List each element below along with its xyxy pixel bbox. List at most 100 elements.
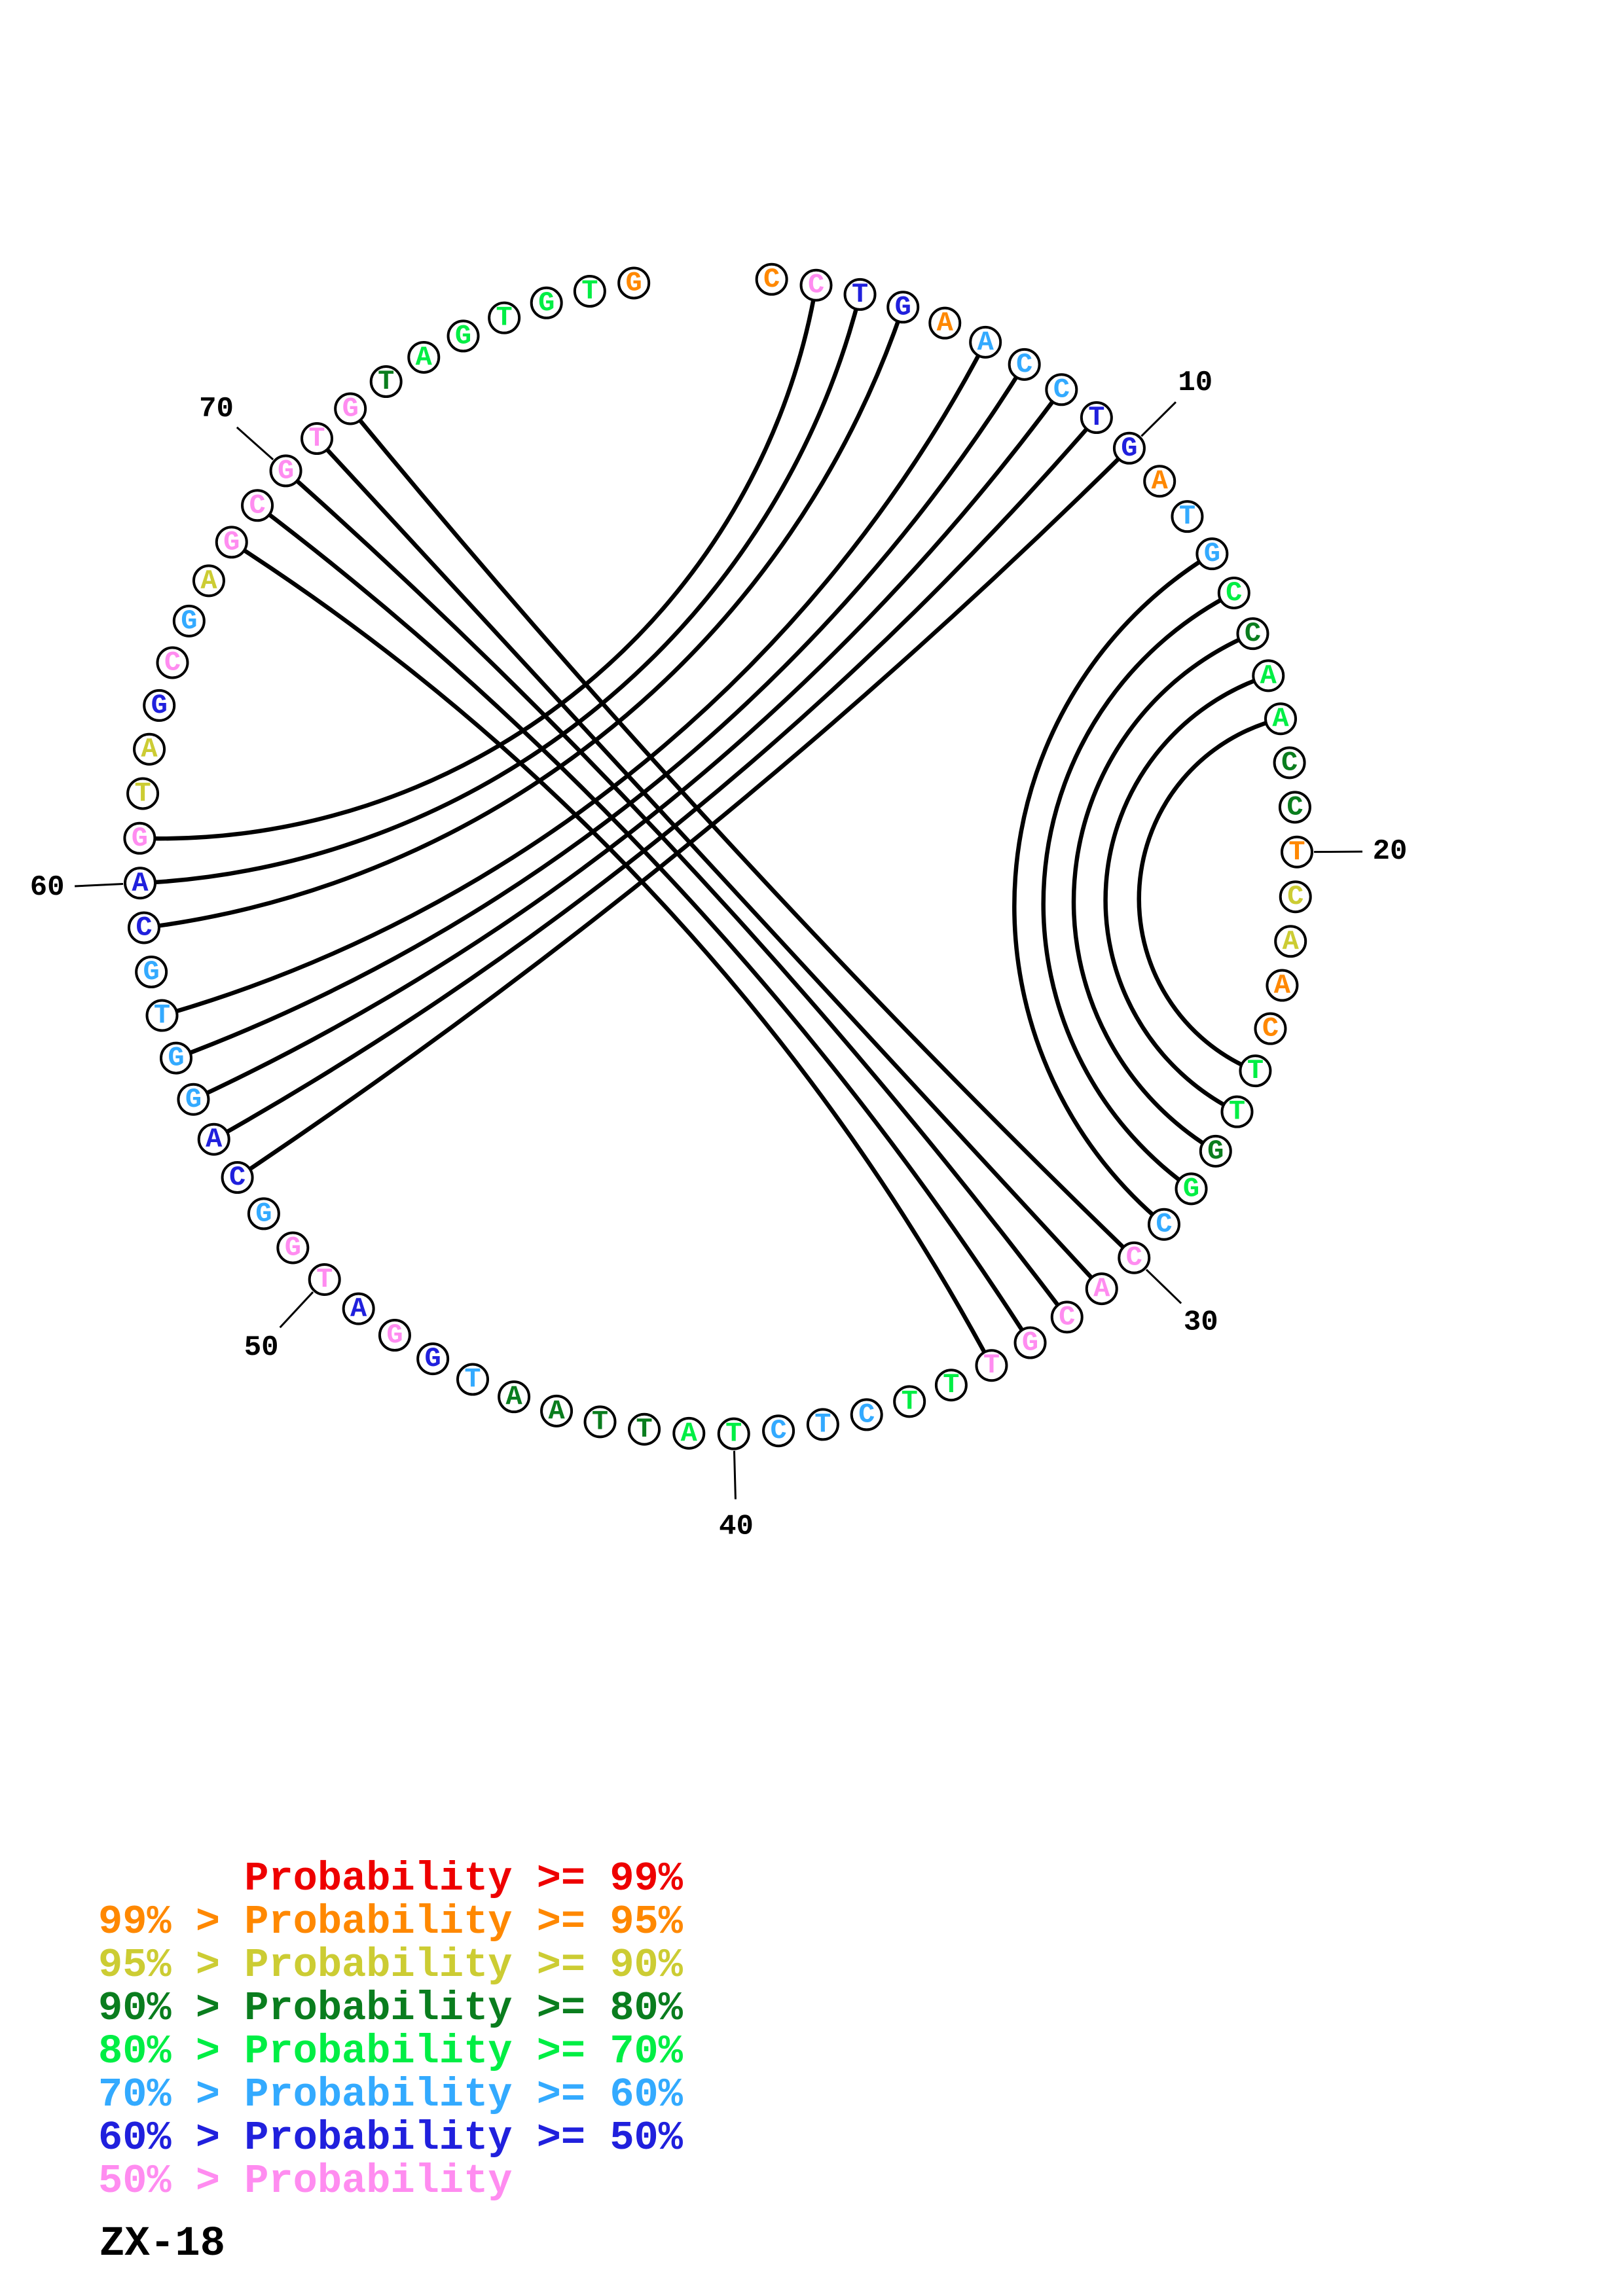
nucleotide-letter-30: C bbox=[1126, 1242, 1142, 1274]
legend-row-p70: 80% > Probability >= 70% bbox=[98, 2028, 683, 2075]
nucleotide-letter-23: A bbox=[1274, 970, 1291, 1001]
nucleotide-letter-29: C bbox=[1156, 1209, 1172, 1240]
nucleotide-letter-31: A bbox=[1093, 1273, 1110, 1304]
nucleotide-letter-78: T bbox=[581, 276, 598, 307]
nucleotide-letter-26: T bbox=[1229, 1096, 1245, 1128]
nucleotide-letter-1: C bbox=[763, 264, 780, 295]
nucleotide-circle-6 bbox=[969, 325, 1002, 359]
nucleotide-letter-8: C bbox=[1053, 374, 1070, 405]
basepair-chord-7-56 bbox=[173, 362, 1027, 1060]
position-label-line-70 bbox=[236, 426, 274, 461]
nucleotide-letter-42: T bbox=[636, 1414, 652, 1445]
nucleotide-circle-2 bbox=[799, 268, 833, 302]
nucleotide-circle-36 bbox=[893, 1385, 926, 1418]
nucleotide-letter-64: G bbox=[151, 690, 168, 721]
nucleotide-circle-26 bbox=[1220, 1095, 1254, 1128]
nucleotide-letter-46: T bbox=[464, 1364, 481, 1395]
nucleotide-circles bbox=[123, 262, 1313, 1450]
basepair-chord-31-71 bbox=[314, 436, 1104, 1291]
nucleotide-circle-43 bbox=[583, 1405, 617, 1439]
legend-row-p99: Probability >= 99% bbox=[244, 1856, 683, 1902]
basepair-chord-16-26 bbox=[1103, 673, 1271, 1114]
nucleotide-circle-46 bbox=[456, 1363, 490, 1396]
nucleotide-circle-58 bbox=[135, 956, 168, 989]
nucleotide-letter-19: C bbox=[1286, 791, 1303, 823]
nucleotide-letter-67: A bbox=[200, 565, 217, 596]
basepair-chord-3-60 bbox=[137, 292, 862, 886]
nucleotide-circle-75 bbox=[447, 319, 480, 353]
legend-row-p90: 95% > Probability >= 90% bbox=[98, 1942, 683, 1988]
position-label-line-40 bbox=[733, 1450, 737, 1499]
nucleotide-letter-20: T bbox=[1288, 836, 1305, 868]
nucleotide-letter-69: C bbox=[249, 490, 265, 521]
nucleotide-letter-44: A bbox=[548, 1395, 565, 1427]
nucleotide-circle-12 bbox=[1171, 500, 1204, 533]
nucleotide-circle-20 bbox=[1280, 835, 1313, 869]
nucleotide-letter-74: A bbox=[416, 342, 433, 373]
basepair-chord-9-54 bbox=[211, 415, 1099, 1141]
nucleotide-circle-54 bbox=[197, 1122, 230, 1156]
basepair-chord-2-61 bbox=[137, 283, 818, 841]
nucleotide-circle-76 bbox=[488, 301, 521, 334]
nucleotide-circle-16 bbox=[1252, 659, 1285, 692]
nucleotide-circle-65 bbox=[156, 646, 189, 679]
nucleotide-circle-61 bbox=[123, 821, 156, 855]
nucleotide-letter-55: G bbox=[185, 1084, 202, 1115]
nucleotide-letter-61: G bbox=[132, 823, 148, 854]
basepair-chord-13-29 bbox=[1012, 551, 1214, 1227]
nucleotide-circle-7 bbox=[1008, 348, 1041, 381]
legend-row-p50: 60% > Probability >= 50% bbox=[98, 2115, 683, 2161]
nucleotide-circle-37 bbox=[850, 1398, 883, 1431]
nucleotide-letter-3: T bbox=[852, 279, 868, 310]
nucleotide-circle-48 bbox=[378, 1319, 411, 1352]
nucleotide-circle-18 bbox=[1273, 746, 1306, 780]
nucleotide-circle-3 bbox=[843, 278, 877, 311]
nucleotide-letter-11: A bbox=[1152, 465, 1169, 497]
legend-row-plt50: 50% > Probability bbox=[98, 2158, 513, 2204]
nucleotide-circle-22 bbox=[1274, 925, 1307, 958]
nucleotide-circle-28 bbox=[1175, 1172, 1208, 1206]
nucleotide-letter-70: G bbox=[278, 455, 294, 486]
nucleotide-letter-50: T bbox=[316, 1264, 333, 1295]
nucleotide-circle-44 bbox=[540, 1394, 574, 1427]
basepair-chords bbox=[137, 283, 1283, 1368]
nucleotide-circle-5 bbox=[928, 306, 962, 340]
nucleotide-circle-47 bbox=[416, 1342, 450, 1376]
legend-row-p95: 99% > Probability >= 95% bbox=[98, 1899, 683, 1945]
nucleotide-circle-17 bbox=[1264, 702, 1297, 736]
nucleotide-circle-13 bbox=[1195, 537, 1229, 571]
nucleotide-circle-57 bbox=[145, 999, 179, 1032]
nucleotide-circle-53 bbox=[221, 1161, 254, 1194]
nucleotide-letter-22: A bbox=[1283, 925, 1300, 957]
nucleotide-letter-49: A bbox=[350, 1293, 367, 1325]
nucleotide-circle-19 bbox=[1278, 791, 1311, 824]
nucleotide-circle-1 bbox=[755, 262, 788, 296]
nucleotide-circle-78 bbox=[573, 275, 606, 308]
nucleotide-circle-39 bbox=[762, 1414, 795, 1448]
nucleotide-letter-13: G bbox=[1204, 538, 1220, 569]
nucleotide-circle-79 bbox=[617, 266, 651, 300]
basepair-chord-6-57 bbox=[160, 340, 988, 1018]
position-label-30: 30 bbox=[1184, 1306, 1218, 1338]
nucleotide-circle-45 bbox=[498, 1380, 531, 1414]
basepair-chord-10-53 bbox=[235, 446, 1132, 1180]
probability-legend: Probability >= 99% 99% > Probability >= 9… bbox=[98, 1857, 683, 2203]
nucleotide-circle-14 bbox=[1217, 576, 1250, 609]
nucleotide-letter-56: G bbox=[168, 1043, 184, 1074]
nucleotide-letter-17: A bbox=[1272, 703, 1289, 734]
nucleotide-letter-36: T bbox=[902, 1386, 918, 1417]
basepair-chord-34-68 bbox=[229, 540, 994, 1368]
nucleotide-circle-21 bbox=[1279, 880, 1312, 914]
nucleotide-circle-66 bbox=[172, 604, 206, 637]
nucleotide-letter-27: G bbox=[1207, 1136, 1224, 1167]
nucleotide-circle-59 bbox=[127, 911, 160, 944]
basepair-chord-32-70 bbox=[283, 469, 1069, 1319]
basepair-chord-17-25 bbox=[1137, 716, 1283, 1073]
nucleotide-circle-74 bbox=[407, 340, 441, 374]
nucleotide-circle-68 bbox=[215, 526, 248, 559]
nucleotide-letter-59: C bbox=[136, 912, 152, 943]
nucleotide-circle-69 bbox=[241, 489, 274, 522]
nucleotide-letter-54: A bbox=[206, 1124, 223, 1155]
